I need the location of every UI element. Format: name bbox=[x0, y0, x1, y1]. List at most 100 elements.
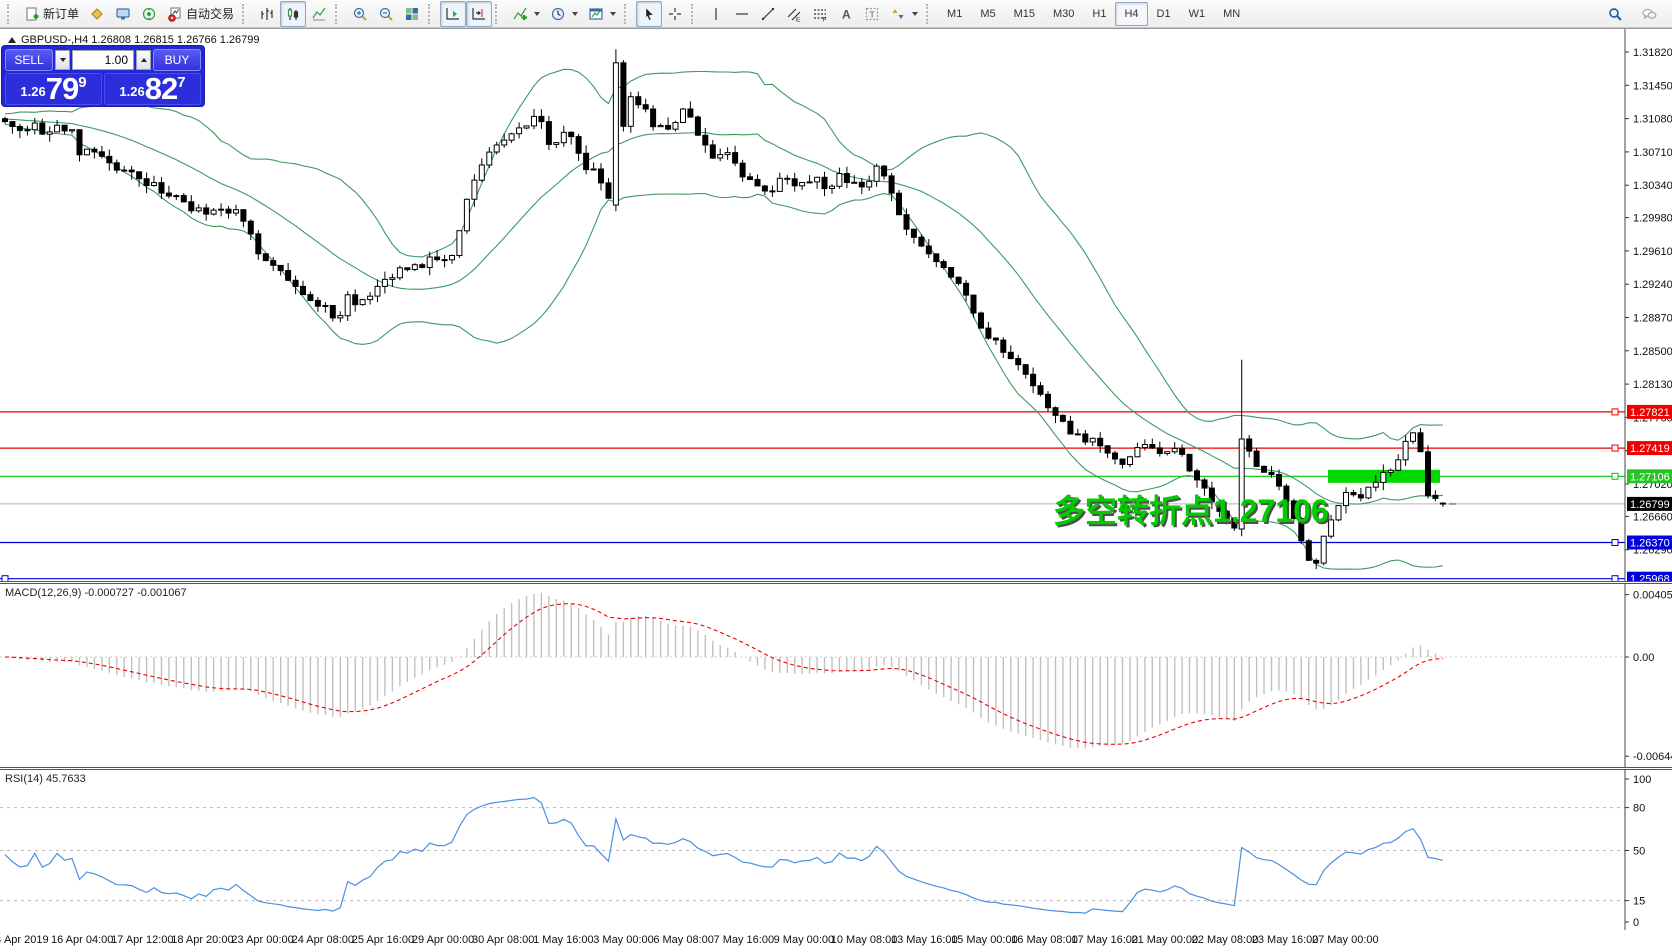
scrollend-icon bbox=[445, 6, 461, 22]
timeframe-W1-button[interactable]: W1 bbox=[1188, 7, 1206, 20]
collapse-panel-icon[interactable] bbox=[8, 37, 16, 43]
search-icon[interactable] bbox=[1602, 1, 1628, 27]
price-badge-label: 1.26799 bbox=[1630, 499, 1670, 511]
toolbar-grip[interactable] bbox=[926, 3, 933, 24]
rsi-label: RSI(14) 45.7633 bbox=[5, 773, 86, 785]
arrows-button[interactable] bbox=[885, 1, 923, 27]
volume-input[interactable]: 1.00 bbox=[72, 50, 134, 70]
price-tick-label: 1.29240 bbox=[1633, 279, 1672, 291]
equidistant-channel-button[interactable]: E bbox=[781, 1, 807, 27]
timeframe-M30-button[interactable]: M30 bbox=[1053, 7, 1075, 20]
pane-splitter[interactable] bbox=[0, 767, 1672, 770]
svg-text:E: E bbox=[796, 16, 801, 22]
zoom-in-button[interactable] bbox=[347, 1, 373, 27]
one-click-trading-panel: SELL 1.00 BUY 1.26 79 9 1.26 82 7 bbox=[2, 46, 204, 106]
toolbar-grip[interactable] bbox=[624, 3, 631, 24]
price-badge-label: 1.27419 bbox=[1630, 443, 1670, 455]
vertical-line-button[interactable] bbox=[703, 1, 729, 27]
timeframe-M1-button[interactable]: M1 bbox=[947, 7, 963, 20]
pc-icon bbox=[115, 6, 131, 22]
toolbar-grip[interactable] bbox=[495, 3, 502, 24]
timeframe-H1-button[interactable]: H1 bbox=[1092, 7, 1107, 20]
auto-trading-button[interactable]: 自动交易 bbox=[162, 1, 239, 27]
macd-label: MACD(12,26,9) -0.000727 -0.001067 bbox=[5, 587, 187, 599]
hline-handle[interactable] bbox=[1611, 408, 1619, 416]
price-chart: 1.31820 1.31450 1.31080 1.30710 1.30340 1.299… bbox=[0, 29, 1672, 582]
toolbar-grip[interactable] bbox=[242, 3, 249, 24]
price-tick-label: 1.26660 bbox=[1633, 511, 1672, 523]
hline-handle[interactable] bbox=[1611, 472, 1619, 480]
volume-decrease-button[interactable] bbox=[55, 50, 70, 70]
hline-handle[interactable] bbox=[1611, 539, 1619, 546]
rsi-pane[interactable]: 100 80 50 15 0 RSI(14) 45.7633 bbox=[0, 770, 1672, 930]
templates-button[interactable] bbox=[583, 1, 621, 27]
auto-scroll-button[interactable] bbox=[440, 0, 467, 27]
timeframe-M15-button[interactable]: M15 bbox=[1013, 7, 1035, 20]
gold-tag-icon[interactable] bbox=[84, 1, 110, 27]
macd-tick-label: -0.006442 bbox=[1633, 751, 1672, 763]
dropdown-caret-icon[interactable] bbox=[610, 11, 617, 16]
dropdown-caret-icon[interactable] bbox=[534, 11, 541, 16]
timeframe-D1-button[interactable]: D1 bbox=[1156, 7, 1171, 20]
clock-icon bbox=[550, 6, 566, 22]
indicators-button[interactable] bbox=[507, 1, 545, 27]
periods-button[interactable] bbox=[545, 1, 583, 27]
price-tick-label: 1.30340 bbox=[1633, 180, 1672, 192]
line-chart-button[interactable] bbox=[306, 1, 332, 27]
remote-terminal-icon[interactable] bbox=[110, 1, 136, 27]
timeframe-H4-button[interactable]: H4 bbox=[1115, 1, 1148, 26]
text-button[interactable]: A bbox=[833, 1, 859, 27]
signals-icon[interactable] bbox=[136, 1, 162, 27]
chat-icon[interactable] bbox=[1636, 1, 1662, 27]
sell-button[interactable]: SELL bbox=[5, 49, 53, 71]
toolbar-grip[interactable] bbox=[335, 3, 342, 24]
timeframe-MN-button[interactable]: MN bbox=[1223, 7, 1241, 20]
horizontal-line-button[interactable] bbox=[729, 1, 755, 27]
toolbar-grip[interactable] bbox=[691, 3, 698, 24]
new-order-button-label: 新订单 bbox=[43, 7, 80, 21]
cursor-icon bbox=[641, 6, 657, 22]
triangle-up-icon bbox=[140, 58, 147, 62]
buy-price-display[interactable]: 1.26 82 7 bbox=[104, 73, 201, 105]
bollinger-middle bbox=[4, 118, 1443, 505]
toolbar-grip[interactable] bbox=[428, 3, 435, 24]
price-tick-label: 1.31080 bbox=[1633, 114, 1672, 126]
buy-price-pip: 7 bbox=[177, 74, 186, 91]
tile-windows-button[interactable] bbox=[399, 1, 425, 27]
new-order-button[interactable]: 新订单 bbox=[19, 1, 84, 27]
dropdown-caret-icon[interactable] bbox=[572, 11, 579, 16]
buy-button[interactable]: BUY bbox=[153, 49, 201, 71]
date-tick-label: 10 May 08:00 bbox=[830, 934, 898, 946]
price-badge-label: 1.27821 bbox=[1630, 407, 1670, 419]
pane-splitter[interactable] bbox=[0, 581, 1672, 584]
svg-text:A: A bbox=[842, 7, 851, 21]
date-tick-label: 3 May 00:00 bbox=[593, 934, 654, 946]
text-label-button[interactable]: T bbox=[859, 1, 885, 27]
crosshair-button[interactable] bbox=[662, 1, 688, 27]
toolbar-grip[interactable] bbox=[7, 3, 14, 24]
chart-shift-button[interactable] bbox=[466, 0, 493, 27]
dropdown-caret-icon[interactable] bbox=[912, 11, 919, 16]
trendline-button[interactable] bbox=[755, 1, 781, 27]
newdoc-icon bbox=[24, 6, 40, 22]
buy-price-prefix: 1.26 bbox=[119, 84, 145, 99]
volume-increase-button[interactable] bbox=[136, 50, 151, 70]
zoom-out-button[interactable] bbox=[373, 1, 399, 27]
rsi-tick-label: 80 bbox=[1633, 803, 1645, 815]
svg-text:F: F bbox=[823, 16, 827, 22]
timeframe-M5-button[interactable]: M5 bbox=[980, 7, 996, 20]
price-badge-label: 1.27106 bbox=[1630, 471, 1670, 483]
macd-pane[interactable]: 0.004055 0.00 -0.006442 MACD(12,26,9) -0.0… bbox=[0, 584, 1672, 767]
sell-price-display[interactable]: 1.26 79 9 bbox=[5, 73, 102, 105]
sell-price-big: 79 bbox=[45, 71, 79, 106]
cursor-button[interactable] bbox=[636, 0, 663, 27]
bar-chart-button[interactable] bbox=[254, 1, 280, 27]
price-tick-label: 1.30710 bbox=[1633, 147, 1672, 159]
hline-handle[interactable] bbox=[1611, 444, 1619, 452]
trend-icon bbox=[760, 6, 776, 22]
candlestick-chart-button[interactable] bbox=[280, 0, 307, 27]
fibonacci-button[interactable]: F bbox=[807, 1, 833, 27]
price-chart-pane[interactable]: 1.31820 1.31450 1.31080 1.30710 1.30340 1.299… bbox=[0, 28, 1672, 582]
date-tick-label: 18 Apr 20:00 bbox=[171, 934, 234, 946]
chart-title: GBPUSD-,H4 1.26808 1.26815 1.26766 1.267… bbox=[8, 34, 260, 46]
